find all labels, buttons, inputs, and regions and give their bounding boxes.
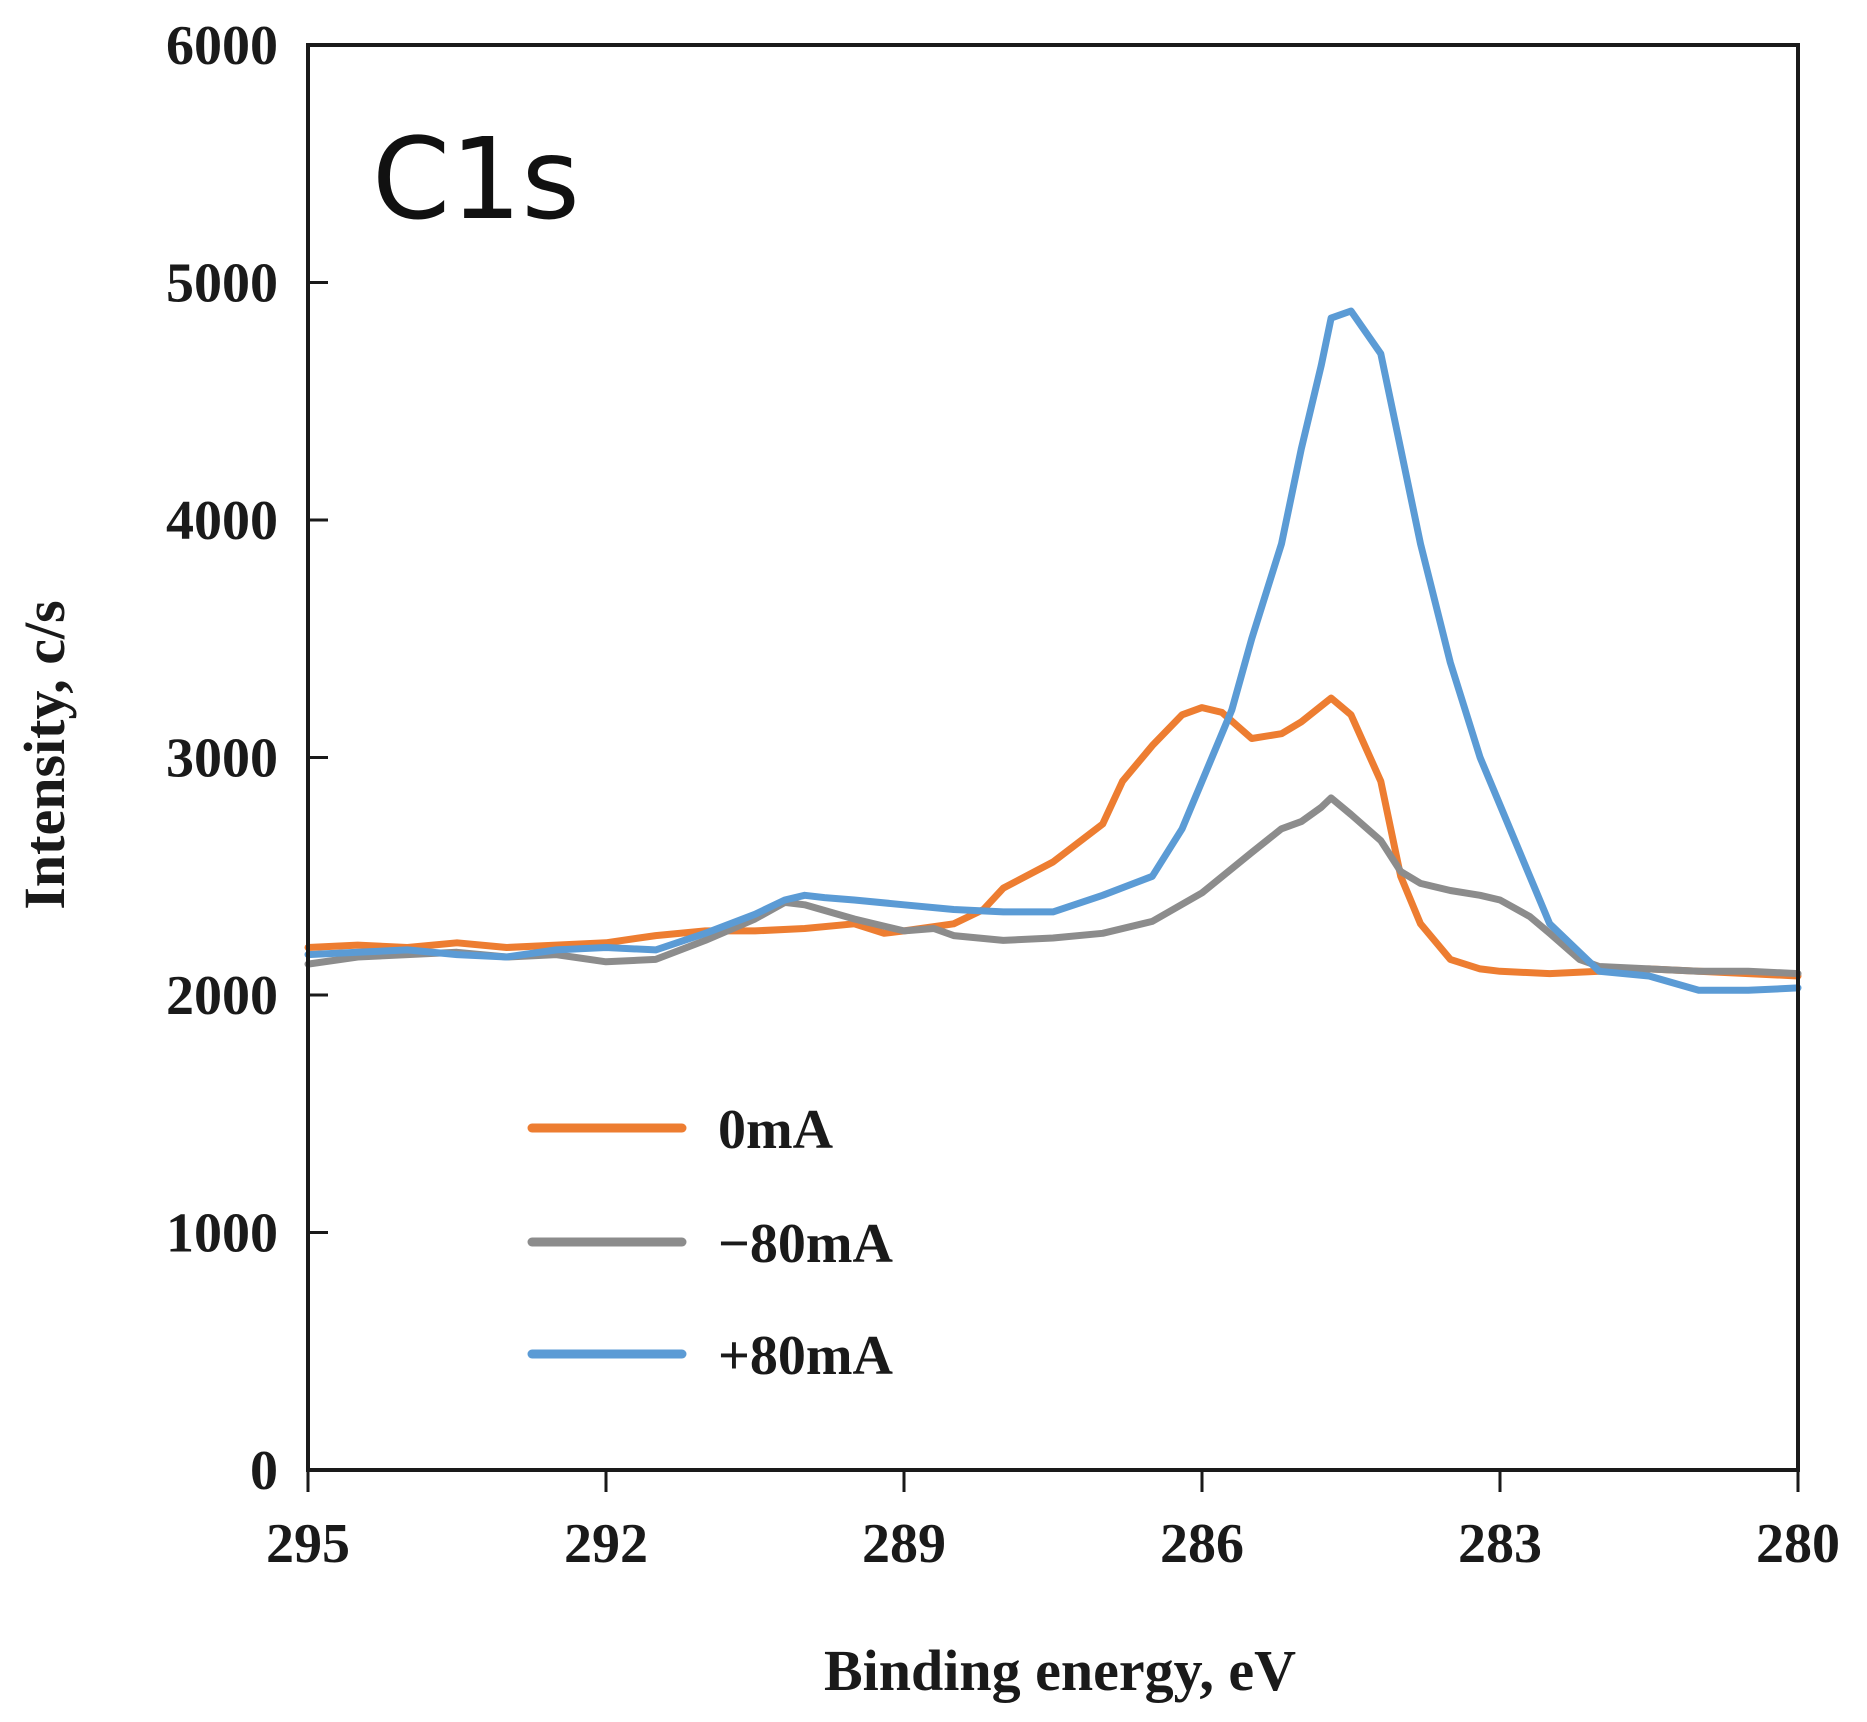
- plot-area-frame: [306, 43, 1800, 1472]
- y-axis-ticks: 0 1000 2000 3000 4000 5000 6000: [166, 15, 328, 1502]
- y-tick-label-4000: 4000: [166, 490, 278, 552]
- y-tick-label-2000: 2000: [166, 965, 278, 1027]
- panel-label: C1s: [372, 115, 580, 245]
- legend-label-0: 0mA: [718, 1099, 834, 1161]
- y-tick-label-6000: 6000: [166, 15, 278, 77]
- y-tick-label-0: 0: [250, 1440, 278, 1502]
- x-axis-title: Binding energy, eV: [824, 1638, 1296, 1703]
- y-tick-label-1000: 1000: [166, 1203, 278, 1265]
- y-tick-label-3000: 3000: [166, 728, 278, 790]
- series-line-0: [304, 694, 1802, 980]
- x-tick-label-295: 295: [266, 1513, 350, 1575]
- x-tick-label-289: 289: [862, 1513, 946, 1575]
- x-axis-ticks: 295 292 289 286 283 280: [266, 1470, 1840, 1575]
- y-axis-title: Intensity, c/s: [12, 600, 77, 909]
- legend: 0mA −80mA +80mA: [527, 1099, 894, 1387]
- series-line-1: [304, 794, 1802, 978]
- series-lines: [304, 307, 1802, 994]
- x-tick-label-286: 286: [1160, 1513, 1244, 1575]
- x-tick-label-283: 283: [1458, 1513, 1542, 1575]
- y-tick-label-5000: 5000: [166, 253, 278, 315]
- x-tick-label-292: 292: [564, 1513, 648, 1575]
- series-line-2: [304, 307, 1802, 994]
- x-tick-label-280: 280: [1756, 1513, 1840, 1575]
- legend-label-1: −80mA: [718, 1213, 894, 1275]
- legend-label-2: +80mA: [718, 1325, 894, 1387]
